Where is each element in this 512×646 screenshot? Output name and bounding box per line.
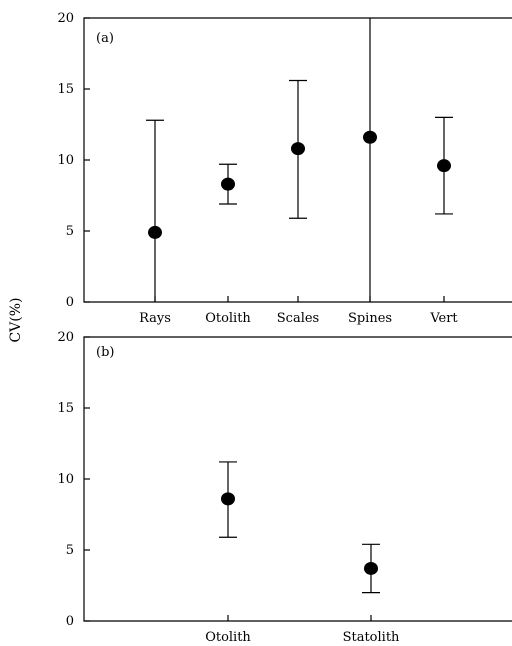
y-tick-label: 20 <box>57 11 74 26</box>
plot-frame <box>83 336 512 622</box>
data-point <box>364 561 378 575</box>
x-tick-label: Statolith <box>343 630 400 645</box>
y-tick-label: 0 <box>66 295 74 310</box>
data-point <box>221 492 235 506</box>
panel-a: (a) 0 5 10 15 20 Rays Otolith Scales Spines Vert <box>57 11 512 326</box>
y-tick-label: 20 <box>57 330 74 345</box>
data-point <box>221 177 235 191</box>
x-tick-label: Spines <box>348 311 392 326</box>
panel-label-b: (b) <box>96 345 114 360</box>
y-tick-label: 15 <box>57 82 74 97</box>
x-tick-label: Rays <box>139 311 171 326</box>
data-point <box>363 130 377 144</box>
y-tick-label: 10 <box>57 153 74 168</box>
y-tick-label: 10 <box>57 472 74 487</box>
y-axis-title: CV(%) <box>8 297 24 342</box>
x-tick-label: Vert <box>429 311 458 326</box>
y-tick-label: 15 <box>57 401 74 416</box>
y-tick-label: 5 <box>66 543 74 558</box>
panel-label-a: (a) <box>96 31 114 46</box>
x-tick-label: Scales <box>277 311 319 326</box>
panel-b: (b) 0 5 10 15 20 Otolith Statolith <box>57 330 512 645</box>
data-point <box>291 142 305 156</box>
data-point <box>437 159 451 173</box>
x-tick-label: Otolith <box>205 630 251 645</box>
y-tick-label: 0 <box>66 614 74 629</box>
y-tick-label: 5 <box>66 224 74 239</box>
x-tick-label: Otolith <box>205 311 251 326</box>
data-point <box>148 225 162 239</box>
